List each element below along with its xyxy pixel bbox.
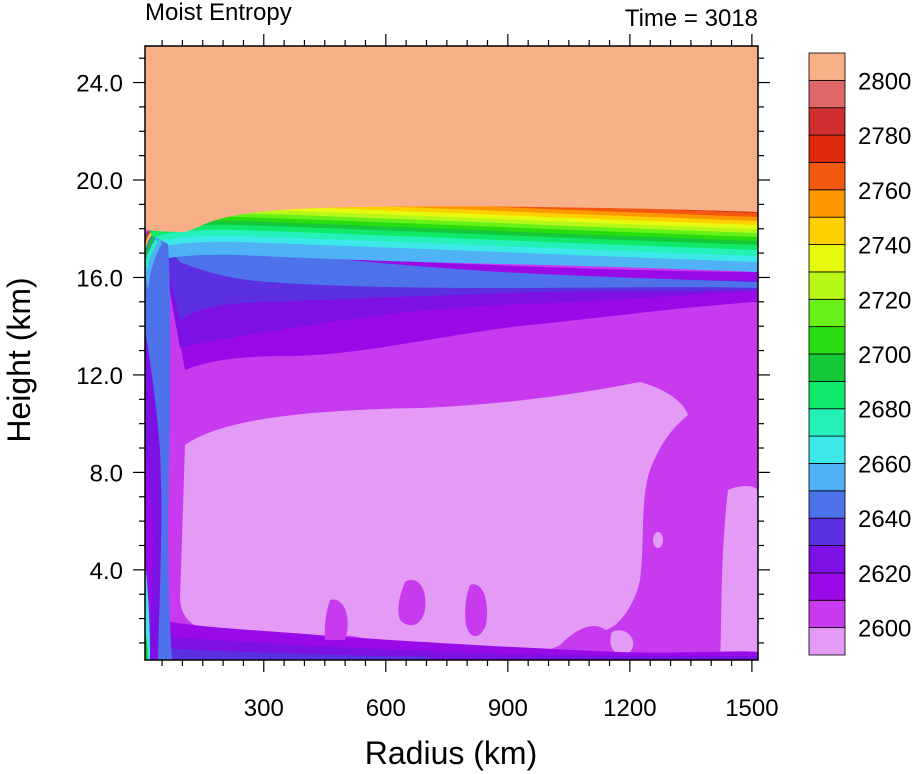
colorbar-swatch: [808, 463, 846, 492]
field-stratosphere: [145, 46, 758, 232]
colorbar-labels: 2600 2620 2640 2660 2680 2700 2720 2740 …: [858, 68, 911, 642]
field-low-entropy-patch: [610, 630, 634, 654]
colorbar-swatch: [808, 435, 846, 464]
field-boundary-layer-2640: [158, 648, 430, 660]
x-tick-label: 900: [488, 695, 528, 722]
colorbar-swatch: [808, 380, 846, 410]
x-tick-labels: 300 600 900 1200 1500: [244, 695, 779, 722]
colorbar-label: 2620: [858, 561, 911, 588]
colorbar-label: 2800: [858, 68, 911, 95]
field-boundary-layer-2630: [160, 636, 758, 660]
colorbar-swatch: [808, 326, 846, 355]
field-plume: [324, 599, 348, 640]
colorbar-swatch: [808, 517, 846, 546]
x-tick-label: 600: [366, 695, 406, 722]
axis-ticks: [133, 34, 770, 672]
y-tick-label: 8.0: [90, 460, 123, 487]
chart-title: Moist Entropy: [145, 0, 292, 26]
field-core-surface: [145, 560, 150, 660]
colorbar: [808, 52, 846, 656]
y-axis-label: Height (km): [1, 277, 37, 442]
colorbar-label: 2760: [858, 178, 911, 205]
colorbar-swatch: [808, 107, 846, 136]
field-core-gradient: [145, 238, 162, 290]
colorbar-label: 2720: [858, 287, 911, 314]
colorbar-swatch: [808, 79, 846, 109]
colorbar-label: 2680: [858, 397, 911, 424]
field-core-gradient: [145, 236, 155, 256]
chart-subtitle: Time = 3018: [625, 5, 758, 32]
x-axis-label: Radius (km): [365, 735, 537, 771]
x-tick-label: 300: [244, 695, 284, 722]
colorbar-label: 2780: [858, 123, 911, 150]
contour-field: [145, 46, 758, 660]
x-tick-label: 1200: [603, 695, 656, 722]
colorbar-swatch: [808, 244, 846, 273]
field-plume: [465, 584, 488, 637]
colorbar-swatch: [808, 134, 846, 163]
y-tick-label: 20.0: [76, 168, 123, 195]
colorbar-swatch: [808, 545, 846, 574]
colorbar-swatch: [808, 52, 846, 81]
colorbar-swatch: [808, 216, 846, 245]
colorbar-swatch: [808, 408, 846, 437]
colorbar-label: 2600: [858, 616, 911, 643]
field-core-gradient: [145, 238, 158, 270]
y-tick-label: 4.0: [90, 558, 123, 585]
field-low-entropy-patch: [720, 486, 758, 660]
y-tick-labels: 4.0 8.0 12.0 16.0 20.0 24.0: [76, 71, 123, 585]
y-tick-label: 12.0: [76, 363, 123, 390]
field-core-gradient: [145, 231, 150, 242]
plot-frame: [144, 45, 759, 661]
colorbar-swatch: [808, 353, 846, 382]
colorbar-swatch: [808, 271, 846, 300]
colorbar-swatch: [808, 298, 846, 328]
colorbar-swatch: [808, 162, 846, 191]
y-tick-label: 16.0: [76, 265, 123, 292]
colorbar-label: 2660: [858, 451, 911, 478]
field-band-2650: [155, 232, 758, 288]
x-tick-label: 1500: [725, 695, 778, 722]
colorbar-label: 2640: [858, 506, 911, 533]
colorbar-swatch: [808, 599, 846, 629]
colorbar-swatch: [808, 627, 846, 656]
colorbar-swatch: [808, 189, 846, 218]
field-plume: [398, 579, 426, 626]
colorbar-label: 2740: [858, 233, 911, 260]
colorbar-swatch: [808, 490, 846, 519]
colorbar-swatch: [808, 572, 846, 601]
field-core-gradient: [145, 233, 152, 248]
field-low-entropy-patch: [653, 532, 663, 548]
field-low-entropy-region: [180, 382, 688, 653]
colorbar-label: 2700: [858, 342, 911, 369]
y-tick-label: 24.0: [76, 71, 123, 98]
